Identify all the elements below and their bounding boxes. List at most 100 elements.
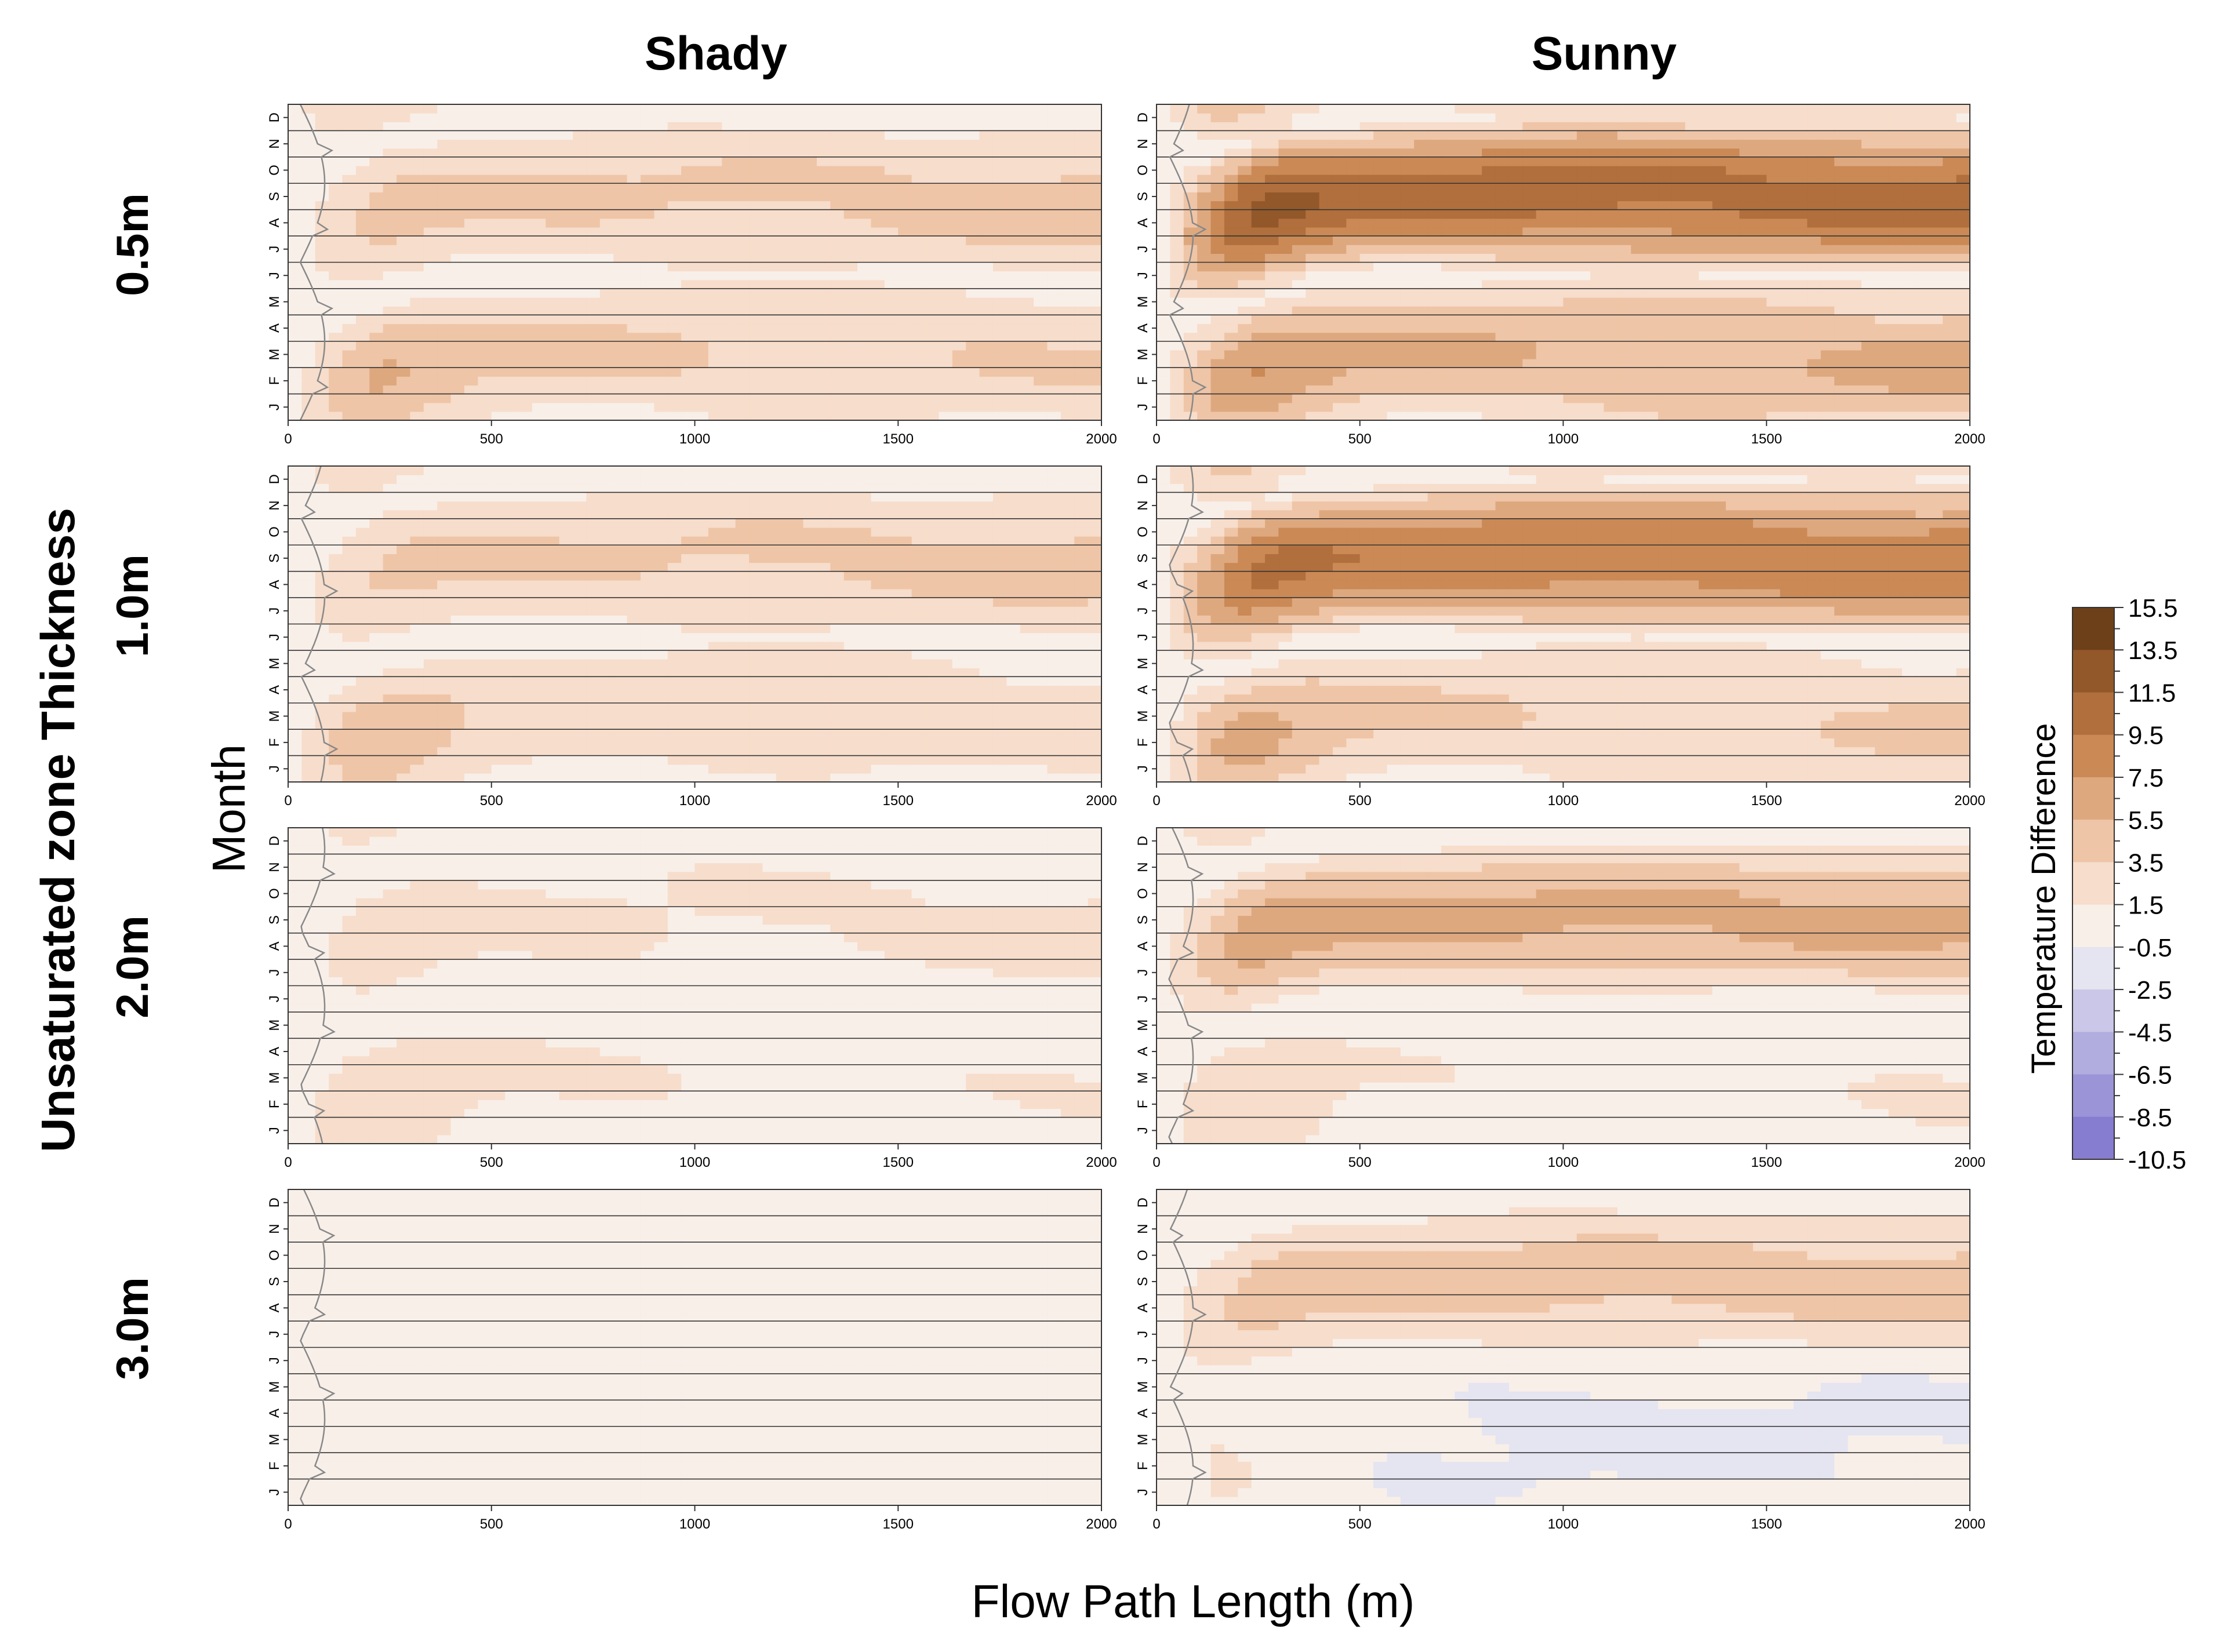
heatmap-cell: [423, 721, 438, 730]
heatmap-cell: [830, 385, 845, 395]
heatmap-cell: [1414, 253, 1428, 263]
heatmap-cell: [911, 367, 926, 377]
heatmap-cell: [383, 545, 397, 554]
heatmap-cell: [450, 192, 465, 202]
heatmap-cell: [1563, 367, 1577, 377]
heatmap-cell: [288, 703, 302, 712]
heatmap-cell: [803, 394, 817, 403]
heatmap-cell: [1603, 367, 1618, 377]
heatmap-cell: [464, 323, 478, 333]
month-label: N: [267, 139, 282, 148]
heatmap-cell: [1644, 279, 1659, 289]
heatmap-cell: [803, 148, 817, 158]
heatmap-cell: [1739, 209, 1754, 219]
heatmap-cell: [1794, 104, 1808, 114]
heatmap-cell: [925, 165, 939, 175]
heatmap-cell: [1726, 385, 1740, 395]
heatmap-cell: [1794, 376, 1808, 386]
heatmap-cell: [329, 475, 343, 484]
heatmap-cell: [369, 711, 384, 721]
heatmap-cell: [1861, 402, 1875, 412]
heatmap-cell: [1359, 174, 1374, 184]
heatmap-cell: [1943, 288, 1957, 298]
heatmap-cell: [383, 139, 397, 149]
heatmap-cell: [437, 615, 452, 625]
heatmap-cell: [613, 253, 628, 263]
heatmap-cell: [694, 315, 709, 325]
heatmap-cell: [911, 113, 926, 122]
heatmap-cell: [1522, 411, 1537, 421]
heatmap-cell: [1306, 350, 1320, 359]
heatmap-cell: [816, 130, 831, 140]
heatmap-cell: [1550, 306, 1564, 315]
heatmap-cell: [871, 279, 885, 289]
heatmap-cell: [979, 218, 994, 228]
heatmap-cell: [1278, 332, 1293, 342]
heatmap-cell: [1888, 367, 1903, 377]
heatmap-cell: [355, 332, 370, 342]
heatmap-cell: [1074, 183, 1089, 192]
heatmap-cell: [329, 624, 343, 634]
heatmap-cell: [1794, 297, 1808, 307]
heatmap-cell: [599, 165, 614, 175]
heatmap-cell: [1807, 227, 1821, 236]
heatmap-cell: [966, 262, 980, 272]
heatmap-cell: [803, 209, 817, 219]
heatmap-cell: [410, 104, 424, 114]
heatmap-cell: [546, 236, 560, 245]
heatmap-cell: [1671, 245, 1686, 254]
heatmap-cell: [599, 174, 614, 184]
heatmap-cell: [1306, 315, 1320, 325]
heatmap-cell: [450, 562, 465, 572]
heatmap-cell: [884, 279, 899, 289]
heatmap-cell: [301, 703, 316, 712]
heatmap-cell: [573, 279, 587, 289]
heatmap-cell: [1224, 122, 1238, 132]
heatmap-cell: [599, 139, 614, 149]
heatmap-cell: [640, 350, 654, 359]
heatmap-cell: [1590, 271, 1605, 281]
heatmap-cell: [1834, 113, 1849, 122]
heatmap-cell: [329, 729, 343, 738]
heatmap-cell: [450, 729, 465, 738]
heatmap-cell: [1441, 174, 1456, 184]
heatmap-cell: [749, 341, 763, 351]
heatmap-cell: [735, 157, 750, 166]
heatmap-cell: [1359, 183, 1374, 192]
heatmap-cell: [803, 227, 817, 236]
heatmap-cell: [667, 411, 682, 421]
heatmap-cell: [1238, 183, 1252, 192]
heatmap-cell: [1685, 139, 1699, 149]
heatmap-cell: [1902, 183, 1917, 192]
heatmap-cell: [1508, 262, 1523, 272]
heatmap-cell: [369, 703, 384, 712]
heatmap-cell: [776, 201, 790, 210]
heatmap-cell: [871, 157, 885, 166]
heatmap-cell: [450, 738, 465, 748]
heatmap-cell: [559, 350, 573, 359]
heatmap-cell: [749, 201, 763, 210]
heatmap-cell: [1210, 288, 1225, 298]
heatmap-cell: [939, 288, 953, 298]
heatmap-cell: [1359, 139, 1374, 149]
heatmap-cell: [992, 271, 1007, 281]
heatmap-cell: [1671, 139, 1686, 149]
heatmap-cell: [423, 253, 438, 263]
heatmap-cell: [694, 297, 709, 307]
heatmap-cell: [1943, 262, 1957, 272]
heatmap-cell: [1183, 122, 1198, 132]
heatmap-cell: [1183, 139, 1198, 149]
heatmap-cell: [708, 104, 722, 114]
heatmap-cell: [1074, 218, 1089, 228]
heatmap-cell: [329, 571, 343, 581]
heatmap-cell: [1766, 130, 1781, 140]
heatmap-cell: [1441, 236, 1456, 245]
heatmap-cell: [1915, 402, 1930, 412]
heatmap-cell: [355, 659, 370, 668]
heatmap-cell: [1766, 104, 1781, 114]
heatmap-cell: [491, 402, 506, 412]
heatmap-cell: [1658, 157, 1672, 166]
heatmap-cell: [667, 113, 682, 122]
heatmap-cell: [1455, 122, 1469, 132]
heatmap-cell: [437, 236, 452, 245]
